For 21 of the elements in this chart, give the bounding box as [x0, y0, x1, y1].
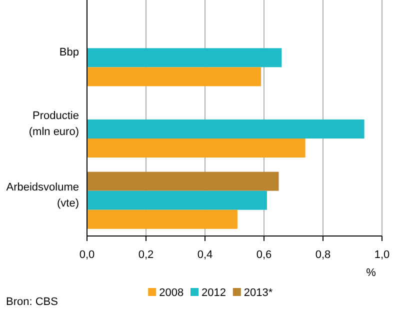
x-tick-label: 0,4: [197, 249, 213, 261]
x-tick-label: 0,0: [79, 249, 95, 261]
legend-label: 2008: [159, 287, 184, 299]
bar: [87, 119, 364, 139]
legend-label: 2012: [202, 287, 226, 299]
bar: [87, 67, 262, 86]
x-tick-label: 0,8: [315, 249, 331, 261]
y-tick-label: Arbeidsvolume (vte): [6, 181, 79, 210]
bar: [87, 210, 238, 229]
y-tick-label: Productie (mln euro): [28, 110, 79, 138]
legend-label: 2013*: [244, 287, 274, 299]
x-axis-title: %: [366, 267, 376, 279]
bar: [87, 190, 267, 210]
bar: [87, 48, 282, 68]
bar: [87, 138, 306, 158]
x-tick-label: 1,0: [374, 249, 390, 261]
x-tick-label: 0,2: [138, 249, 154, 261]
bar: [87, 172, 279, 191]
x-tick-label: 0,6: [256, 249, 272, 261]
text: Bron: CBS: [6, 296, 58, 308]
y-tick-label: Bbp: [59, 46, 79, 59]
